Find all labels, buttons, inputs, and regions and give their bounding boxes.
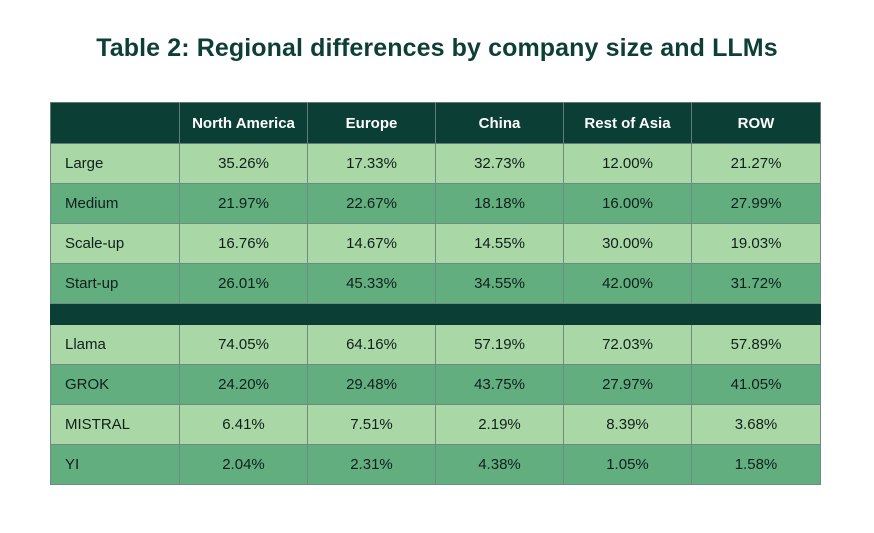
regional-differences-table: North America Europe China Rest of Asia … xyxy=(50,102,821,485)
data-cell: 34.55% xyxy=(435,263,564,304)
data-cell: 18.18% xyxy=(435,183,564,224)
data-cell: 42.00% xyxy=(563,263,692,304)
section-divider xyxy=(50,303,821,325)
data-cell: 21.97% xyxy=(179,183,308,224)
data-cell: 24.20% xyxy=(179,364,308,405)
row-label: Llama xyxy=(50,324,180,365)
data-cell: 14.67% xyxy=(307,223,436,264)
column-header-north-america: North America xyxy=(179,102,308,144)
data-cell: 30.00% xyxy=(563,223,692,264)
data-cell: 74.05% xyxy=(179,324,308,365)
data-cell: 27.97% xyxy=(563,364,692,405)
data-cell: 17.33% xyxy=(307,143,436,184)
row-label: Scale-up xyxy=(50,223,180,264)
data-cell: 21.27% xyxy=(691,143,821,184)
data-cell: 35.26% xyxy=(179,143,308,184)
column-header-china: China xyxy=(435,102,564,144)
table-row: Llama 74.05% 64.16% 57.19% 72.03% 57.89% xyxy=(50,324,821,365)
table-row: Scale-up 16.76% 14.67% 14.55% 30.00% 19.03% xyxy=(50,223,821,264)
table-row: Large 35.26% 17.33% 32.73% 12.00% 21.27% xyxy=(50,143,821,184)
column-header-rest-of-asia: Rest of Asia xyxy=(563,102,692,144)
header-row: North America Europe China Rest of Asia … xyxy=(50,102,821,144)
data-cell: 12.00% xyxy=(563,143,692,184)
row-label: Medium xyxy=(50,183,180,224)
data-cell: 43.75% xyxy=(435,364,564,405)
data-cell: 1.05% xyxy=(563,444,692,485)
data-cell: 16.76% xyxy=(179,223,308,264)
data-cell: 2.19% xyxy=(435,404,564,445)
data-cell: 14.55% xyxy=(435,223,564,264)
row-label: Large xyxy=(50,143,180,184)
data-cell: 3.68% xyxy=(691,404,821,445)
data-cell: 72.03% xyxy=(563,324,692,365)
data-cell: 1.58% xyxy=(691,444,821,485)
table-row: Medium 21.97% 22.67% 18.18% 16.00% 27.99% xyxy=(50,183,821,224)
data-cell: 57.89% xyxy=(691,324,821,365)
data-cell: 6.41% xyxy=(179,404,308,445)
data-cell: 27.99% xyxy=(691,183,821,224)
table-row: MISTRAL 6.41% 7.51% 2.19% 8.39% 3.68% xyxy=(50,404,821,445)
table-row: YI 2.04% 2.31% 4.38% 1.05% 1.58% xyxy=(50,444,821,485)
table-row: GROK 24.20% 29.48% 43.75% 27.97% 41.05% xyxy=(50,364,821,405)
row-label: MISTRAL xyxy=(50,404,180,445)
data-cell: 2.04% xyxy=(179,444,308,485)
column-header-row: ROW xyxy=(691,102,821,144)
row-label: GROK xyxy=(50,364,180,405)
row-label: YI xyxy=(50,444,180,485)
data-cell: 31.72% xyxy=(691,263,821,304)
table-title: Table 2: Regional differences by company… xyxy=(96,34,778,62)
row-label: Start-up xyxy=(50,263,180,304)
data-cell: 57.19% xyxy=(435,324,564,365)
section-divider-row xyxy=(50,303,821,325)
data-cell: 4.38% xyxy=(435,444,564,485)
data-cell: 7.51% xyxy=(307,404,436,445)
data-cell: 16.00% xyxy=(563,183,692,224)
data-cell: 32.73% xyxy=(435,143,564,184)
data-cell: 2.31% xyxy=(307,444,436,485)
data-cell: 8.39% xyxy=(563,404,692,445)
data-cell: 22.67% xyxy=(307,183,436,224)
header-corner-cell xyxy=(50,102,180,144)
table-row: Start-up 26.01% 45.33% 34.55% 42.00% 31.72% xyxy=(50,263,821,304)
data-cell: 29.48% xyxy=(307,364,436,405)
data-cell: 19.03% xyxy=(691,223,821,264)
data-cell: 41.05% xyxy=(691,364,821,405)
data-cell: 26.01% xyxy=(179,263,308,304)
column-header-europe: Europe xyxy=(307,102,436,144)
data-cell: 64.16% xyxy=(307,324,436,365)
data-cell: 45.33% xyxy=(307,263,436,304)
